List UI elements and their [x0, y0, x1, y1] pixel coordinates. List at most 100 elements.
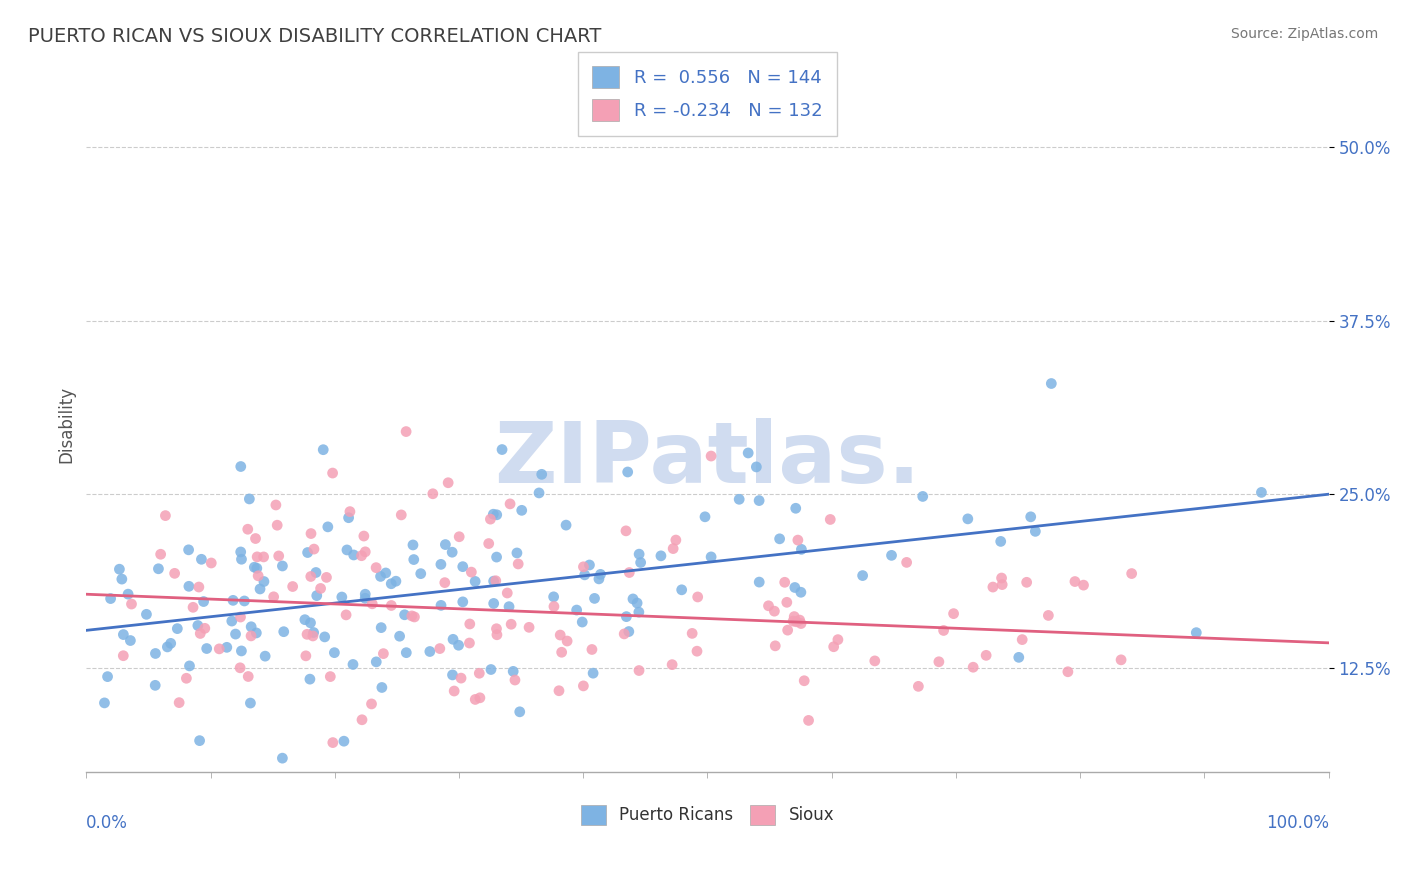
Point: [402, 538, 425, 552]
Point: [619, 566, 641, 580]
Text: 0.0%: 0.0%: [86, 814, 128, 831]
Point: [305, 589, 328, 603]
Point: [188, 733, 211, 747]
Point: [245, 532, 267, 546]
Point: [233, 594, 256, 608]
Point: [401, 608, 423, 623]
Point: [748, 493, 770, 508]
Point: [155, 508, 177, 523]
Point: [434, 538, 457, 552]
Point: [229, 661, 252, 675]
Point: [773, 575, 796, 590]
Point: [297, 545, 319, 559]
Point: [330, 590, 353, 604]
Point: [298, 672, 321, 686]
Point: [353, 529, 375, 543]
Point: [246, 549, 269, 564]
Point: [468, 666, 491, 681]
Point: [437, 475, 460, 490]
Point: [616, 609, 638, 624]
Point: [370, 569, 392, 583]
Point: [312, 442, 335, 457]
Point: [238, 491, 260, 506]
Point: [962, 660, 984, 674]
Point: [121, 597, 143, 611]
Point: [350, 549, 373, 563]
Point: [337, 510, 360, 524]
Point: [371, 681, 394, 695]
Point: [991, 577, 1014, 591]
Point: [267, 549, 290, 563]
Point: [240, 629, 263, 643]
Point: [333, 734, 356, 748]
Point: [686, 644, 709, 658]
Point: [229, 610, 252, 624]
Point: [464, 574, 486, 589]
Point: [517, 620, 540, 634]
Point: [222, 593, 245, 607]
Point: [499, 497, 522, 511]
Point: [159, 636, 181, 650]
Point: [776, 623, 799, 637]
Point: [1024, 524, 1046, 539]
Point: [543, 599, 565, 614]
Point: [665, 533, 688, 547]
Point: [503, 673, 526, 687]
Point: [231, 644, 253, 658]
Point: [100, 591, 122, 606]
Point: [120, 633, 142, 648]
Point: [1185, 625, 1208, 640]
Point: [323, 646, 346, 660]
Point: [309, 582, 332, 596]
Point: [785, 501, 807, 516]
Point: [1073, 578, 1095, 592]
Point: [249, 582, 271, 596]
Point: [135, 607, 157, 622]
Point: [305, 566, 328, 580]
Point: [294, 613, 316, 627]
Point: [496, 586, 519, 600]
Point: [112, 648, 135, 663]
Point: [447, 638, 470, 652]
Point: [302, 542, 325, 557]
Point: [626, 596, 648, 610]
Point: [797, 714, 820, 728]
Point: [419, 644, 441, 658]
Point: [299, 526, 322, 541]
Point: [1250, 485, 1272, 500]
Point: [789, 613, 811, 627]
Point: [409, 566, 432, 581]
Point: [299, 569, 322, 583]
Point: [509, 705, 531, 719]
Point: [208, 641, 231, 656]
Point: [266, 518, 288, 533]
Point: [700, 449, 723, 463]
Point: [565, 603, 588, 617]
Point: [745, 459, 768, 474]
Point: [343, 548, 366, 562]
Point: [360, 697, 382, 711]
Point: [627, 664, 650, 678]
Point: [589, 567, 612, 582]
Point: [319, 670, 342, 684]
Point: [302, 625, 325, 640]
Point: [662, 541, 685, 556]
Point: [314, 630, 336, 644]
Point: [167, 696, 190, 710]
Point: [823, 640, 845, 654]
Point: [273, 624, 295, 639]
Point: [990, 534, 1012, 549]
Point: [335, 607, 357, 622]
Point: [981, 580, 1004, 594]
Point: [430, 558, 453, 572]
Point: [366, 655, 388, 669]
Point: [479, 663, 502, 677]
Point: [928, 655, 950, 669]
Point: [613, 627, 636, 641]
Point: [404, 610, 426, 624]
Point: [93, 696, 115, 710]
Point: [111, 572, 134, 586]
Point: [1057, 665, 1080, 679]
Point: [630, 556, 652, 570]
Point: [380, 576, 402, 591]
